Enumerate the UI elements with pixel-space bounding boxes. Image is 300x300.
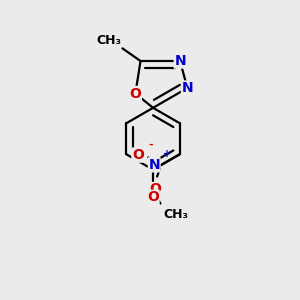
Text: -: -: [149, 140, 153, 149]
Text: CH₃: CH₃: [96, 34, 121, 47]
Text: N: N: [174, 54, 186, 68]
Text: +: +: [163, 149, 171, 160]
Text: O: O: [132, 148, 144, 162]
Text: O: O: [129, 86, 141, 100]
Text: CH₃: CH₃: [164, 208, 188, 221]
Text: O: O: [150, 182, 161, 197]
Text: O: O: [147, 190, 159, 204]
Text: N: N: [148, 158, 160, 172]
Text: N: N: [182, 81, 193, 95]
